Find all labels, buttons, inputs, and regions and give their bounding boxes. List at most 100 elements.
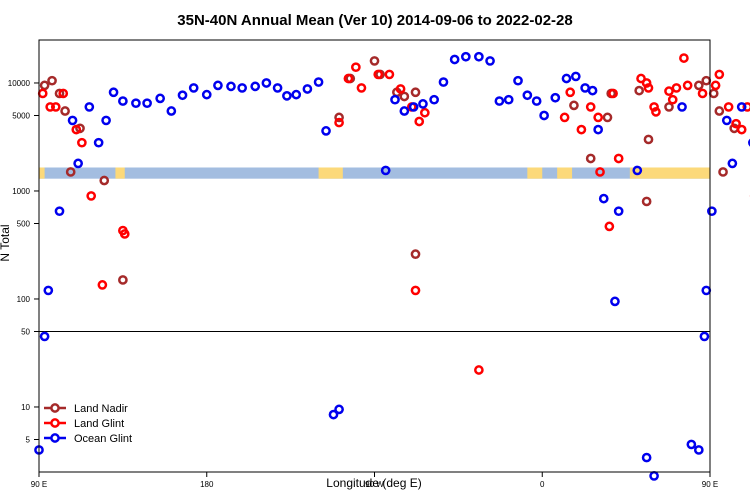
land-nadir-point	[602, 112, 613, 123]
land-nadir-point	[714, 106, 725, 116]
land-glint-point	[77, 137, 87, 148]
ocean-glint-point	[531, 96, 542, 106]
land-band-segment	[557, 167, 573, 179]
ocean-glint-point	[39, 331, 50, 342]
ocean-glint-point	[580, 83, 590, 93]
ocean-glint-point	[399, 106, 410, 116]
legend: Land Nadir Land Glint Ocean Glint	[44, 403, 132, 445]
ocean-glint-point	[503, 94, 514, 105]
ocean-glint-point	[593, 124, 604, 135]
y-tick-label: 500	[17, 219, 31, 228]
land-nadir-point	[634, 85, 645, 96]
ocean-glint-point	[390, 94, 400, 105]
ocean-glint-point	[201, 89, 212, 100]
land-glint-point	[565, 87, 576, 98]
land-nadir-point	[118, 275, 128, 285]
land-glint-point	[343, 73, 354, 84]
ocean-glint-point	[188, 83, 199, 93]
land-glint-point	[613, 153, 624, 164]
land-glint-point	[664, 86, 674, 97]
ocean-glint-point	[108, 87, 119, 98]
x-tick-label: 0	[540, 480, 545, 489]
ocean-glint-point	[632, 165, 643, 176]
legend-marker-land-nadir	[50, 403, 60, 413]
ocean-glint-point	[67, 115, 78, 126]
ocean-glint-point	[54, 206, 65, 217]
ocean-glint-point	[429, 94, 439, 105]
ocean-glint-point	[613, 206, 624, 217]
ocean-glint-point	[226, 81, 236, 92]
land-nadir-point	[369, 56, 380, 66]
ocean-glint-point	[727, 158, 738, 169]
legend-label-land-nadir: Land Nadir	[74, 403, 128, 415]
land-glint-point	[373, 69, 384, 80]
ocean-glint-point	[736, 102, 747, 112]
land-glint-point	[50, 102, 61, 112]
ocean-glint-point	[598, 193, 609, 204]
land-glint-point	[474, 365, 484, 375]
land-band-segment	[527, 167, 543, 179]
ocean-glint-point	[177, 90, 188, 101]
ocean-glint-point	[73, 158, 83, 169]
ocean-glint-point	[313, 77, 324, 87]
land-glint-point	[585, 102, 596, 112]
land-band-segment	[629, 167, 710, 179]
ocean-glint-point	[485, 56, 495, 66]
land-nadir-point	[39, 80, 50, 91]
land-glint-point	[679, 53, 689, 63]
ocean-glint-point	[261, 78, 272, 88]
legend-marker-ocean-glint	[50, 433, 60, 443]
land-band-segment	[318, 167, 343, 179]
land-glint-point	[410, 285, 421, 296]
land-glint-point	[697, 88, 708, 99]
x-axis-ticks: 90 E 180 90 W 0 90 E	[31, 472, 718, 489]
land-glint-point	[576, 124, 587, 135]
land-glint-point	[651, 107, 661, 117]
ocean-glint-point	[449, 54, 460, 65]
land-glint-point	[671, 83, 682, 93]
ocean-glint-point	[610, 296, 620, 307]
ocean-glint-point	[118, 96, 128, 106]
ocean-glint-point	[539, 110, 549, 121]
ocean-band	[39, 167, 710, 179]
y-axis-ticks: 5 10 50 100 500 1000 5000 10000	[8, 79, 39, 444]
y-tick-label: 50	[21, 327, 30, 336]
y-axis-label: N Total	[0, 224, 12, 261]
y-tick-label: 1000	[12, 187, 30, 196]
data-points	[34, 51, 750, 481]
land-nadir-point	[693, 80, 704, 91]
land-glint-point	[593, 112, 604, 123]
legend-label-ocean-glint: Ocean Glint	[74, 433, 132, 445]
land-nadir-point	[65, 167, 76, 177]
ocean-glint-point	[686, 439, 697, 450]
land-glint-point	[97, 280, 108, 290]
land-nadir-point	[54, 88, 65, 99]
ocean-glint-point	[550, 92, 561, 103]
ocean-glint-point	[699, 331, 710, 342]
ocean-glint-point	[701, 285, 712, 296]
ocean-glint-point	[677, 102, 687, 112]
ocean-glint-point	[142, 98, 152, 109]
legend-marker-land-glint	[50, 418, 60, 428]
land-nadir-point	[47, 75, 57, 86]
ocean-glint-point	[522, 90, 533, 101]
land-glint-point	[419, 107, 430, 118]
land-glint-point	[71, 124, 82, 135]
y-tick-label: 10	[21, 403, 30, 412]
land-nadir-point	[410, 249, 421, 260]
ocean-glint-point	[321, 126, 331, 136]
ocean-glint-point	[641, 452, 652, 463]
ocean-glint-point	[131, 98, 141, 109]
ocean-glint-point	[438, 77, 449, 87]
land-ocean-band	[39, 167, 710, 179]
land-glint-point	[86, 191, 97, 201]
ocean-glint-point	[84, 102, 95, 112]
ocean-glint-point	[250, 81, 261, 92]
land-glint-point	[351, 62, 361, 73]
y-tick-label: 5	[26, 435, 31, 444]
y-tick-label: 100	[17, 295, 31, 304]
land-glint-point	[667, 94, 678, 105]
land-glint-point	[636, 73, 646, 84]
land-glint-point	[649, 102, 659, 112]
